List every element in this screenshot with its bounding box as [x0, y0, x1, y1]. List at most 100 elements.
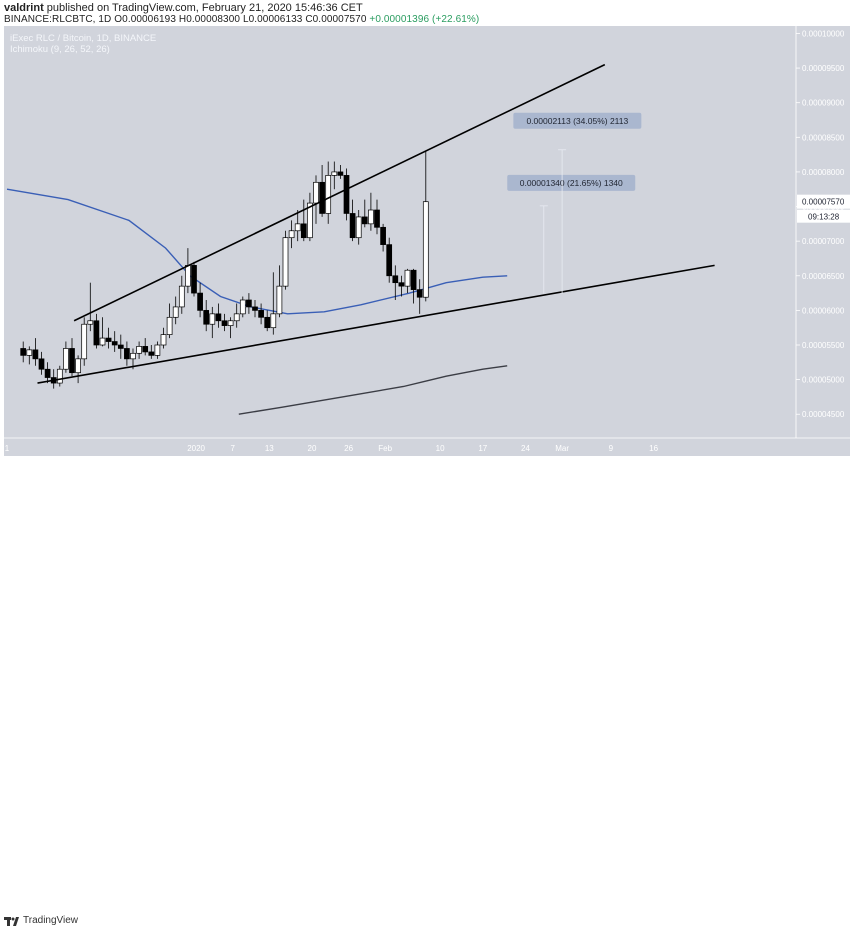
x-tick-label: Mar — [555, 444, 569, 453]
y-tick-label: 0.00004500 — [802, 410, 845, 419]
candle-body — [392, 275, 399, 284]
candle-body — [313, 181, 319, 204]
candle-body — [422, 201, 429, 298]
candle-body — [111, 341, 118, 346]
candle-body — [239, 299, 246, 315]
candle-body — [185, 265, 191, 287]
x-tick-label: 24 — [521, 444, 530, 453]
ohlc-readout: BINANCE:RLCBTC, 1D O0.00006193 H0.000083… — [4, 14, 479, 25]
candle-body — [361, 216, 368, 225]
candle-body — [294, 223, 301, 232]
candle-body — [282, 237, 289, 287]
candle-body — [63, 348, 69, 370]
candle-body — [288, 230, 295, 239]
y-tick-label: 0.00006000 — [802, 306, 845, 315]
x-tick-label: 7 — [230, 444, 235, 453]
lagging-span-line — [238, 365, 508, 415]
last-price-badge — [797, 194, 850, 209]
y-tick-label: 0.00009500 — [802, 64, 845, 73]
x-tick-label: 16 — [649, 444, 658, 453]
chart-legend: iExec RLC / Bitcoin, 1D, BINANCE Ichimok… — [10, 33, 156, 55]
candle-body — [331, 171, 338, 176]
legend-title: iExec RLC / Bitcoin, 1D, BINANCE — [10, 33, 157, 44]
candle-body — [160, 334, 167, 346]
countdown-text: 09:13:28 — [808, 213, 840, 222]
candle-body — [246, 299, 252, 308]
legend-indicator[interactable]: Ichimoku (9, 26, 52, 26) — [10, 44, 110, 55]
candle-body — [398, 282, 405, 287]
candle-body — [75, 358, 81, 374]
candle-body — [136, 346, 142, 354]
x-tick-label: 26 — [344, 444, 353, 453]
candle-body — [142, 346, 149, 353]
low-value: L0.00006133 — [242, 14, 303, 25]
y-tick-label: 0.00008000 — [802, 168, 845, 177]
last-price-text: 0.00007570 — [802, 198, 845, 207]
candle-body — [386, 244, 393, 277]
candle-body — [178, 285, 185, 308]
candle-body — [44, 368, 51, 378]
candle-body — [69, 348, 75, 374]
x-tick-label: 9 — [609, 444, 614, 453]
candle-body — [404, 269, 411, 287]
x-tick-label: 2020 — [187, 444, 205, 453]
tradingview-icon — [4, 916, 19, 926]
plot-background — [4, 26, 796, 438]
measure-label-box — [513, 112, 642, 129]
candle-body — [380, 226, 386, 245]
candle-body — [117, 344, 124, 349]
time-scale-background — [4, 438, 850, 456]
candle-body — [227, 320, 234, 326]
candle-body — [20, 348, 27, 356]
candle-body — [276, 285, 283, 315]
candle-body — [154, 344, 161, 356]
footer: TradingView — [0, 456, 850, 926]
candle-body — [93, 320, 100, 346]
y-tick-label: 0.00010000 — [802, 29, 845, 38]
trendline — [73, 63, 606, 322]
measure-label-box — [507, 174, 636, 191]
candle-body — [130, 352, 136, 360]
x-tick-label: Feb — [378, 444, 392, 453]
candle-body — [124, 348, 130, 360]
candle-body — [197, 292, 203, 311]
candle-body — [32, 349, 39, 360]
candle-body — [300, 223, 307, 239]
candle-body — [191, 265, 197, 294]
candle-body — [99, 337, 106, 346]
measure-label: 0.00002113 (34.05%) 2113 — [526, 116, 628, 126]
y-tick-label: 0.00005500 — [802, 341, 845, 350]
tradingview-logo[interactable]: TradingView — [4, 915, 78, 926]
candle-body — [26, 349, 33, 356]
countdown-badge — [797, 209, 850, 223]
candle-body — [258, 310, 264, 318]
candle-body — [81, 323, 88, 360]
y-tick-label: 0.00006500 — [802, 272, 845, 281]
trendline — [37, 264, 715, 384]
candle-body — [215, 313, 222, 322]
close-value: C0.00007570 — [305, 14, 367, 25]
measure-label: 0.00001340 (21.65%) 1340 — [520, 178, 623, 188]
candle-body — [355, 216, 362, 239]
candle-body — [343, 175, 350, 214]
price-chart[interactable]: 0.00010000 0.00009500 0.00009000 0.00008500… — [4, 26, 850, 456]
symbol-line: BINANCE:RLCBTC, 1D — [4, 14, 112, 25]
candle-body — [87, 320, 94, 325]
candle-body — [221, 320, 228, 326]
candle-body — [374, 209, 380, 228]
candle-body — [233, 313, 240, 322]
candle-body — [307, 202, 313, 239]
author-name[interactable]: valdrint — [4, 2, 44, 14]
candle-body — [172, 306, 179, 318]
candle-body — [349, 213, 356, 239]
candle-body — [166, 316, 173, 335]
publish-text: published on TradingView.com, February 2… — [46, 2, 363, 14]
brand-label: TradingView — [23, 915, 79, 926]
candle-body — [203, 310, 210, 325]
chart-area[interactable]: 0.00010000 0.00009500 0.00009000 0.00008500… — [4, 26, 850, 456]
candle-body — [148, 351, 155, 356]
candle-body — [337, 171, 344, 176]
baseline-line — [6, 188, 508, 315]
high-value: H0.00008300 — [178, 14, 241, 25]
y-tick-label: 0.00008500 — [802, 133, 845, 142]
